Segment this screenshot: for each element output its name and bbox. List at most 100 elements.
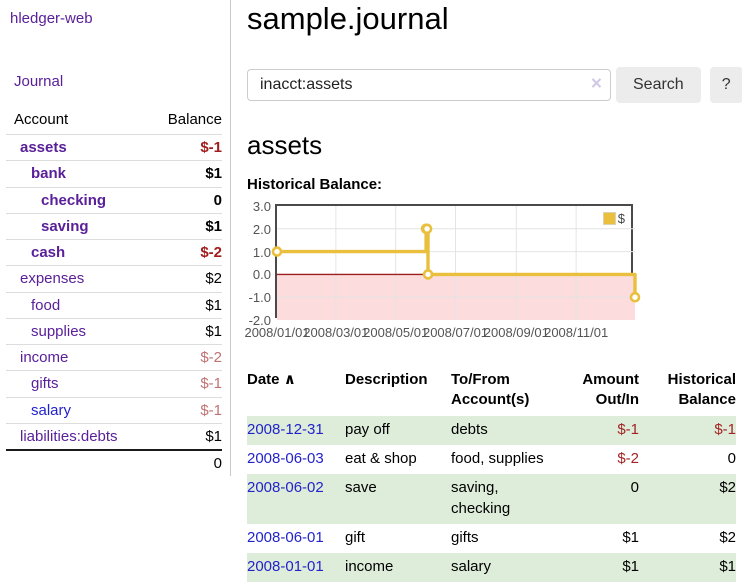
y-axis-tick-label: 1.0 xyxy=(252,244,271,260)
sidebar-account-link[interactable]: food xyxy=(31,296,61,314)
transaction-accounts: saving, checking xyxy=(451,478,511,518)
legend-label: $ xyxy=(617,211,625,227)
sidebar-account-link[interactable]: cash xyxy=(31,244,66,261)
y-axis-tick-label: -1.0 xyxy=(248,290,271,306)
accounts-column-header: To/From Account(s) xyxy=(451,371,530,408)
balance-value: $2 xyxy=(205,270,222,288)
x-axis-tick-label: 2008/01/01 xyxy=(244,325,310,341)
account-balance: $1 xyxy=(151,423,222,450)
app-title-link[interactable]: hledger-web xyxy=(10,10,93,27)
legend-swatch xyxy=(602,212,616,226)
sidebar-account-link[interactable]: salary xyxy=(31,401,72,419)
sidebar-account-row: income $-2 xyxy=(6,344,222,371)
account-cell: bank xyxy=(6,161,151,187)
accounts-total-value: 0 xyxy=(213,455,222,472)
account-cell: assets xyxy=(6,135,151,161)
sidebar-account-row: checking 0 xyxy=(6,187,222,213)
balance-value: $-2 xyxy=(200,349,222,366)
register-table-body: 2008-12-31 pay off debts $-1 $-1 2008-06-03 ea… xyxy=(247,416,736,582)
transaction-date-cell: 2008-12-31 xyxy=(247,416,337,445)
transaction-date-link[interactable]: 2008-06-02 xyxy=(247,478,324,496)
balance-value: $1 xyxy=(205,296,222,314)
transaction-description: save xyxy=(345,478,377,496)
balance-value: 0 xyxy=(213,191,222,209)
x-axis-tick-label: 2008/09/01 xyxy=(483,325,549,341)
clear-search-icon[interactable]: × xyxy=(590,73,602,95)
balance-value: $1 xyxy=(205,217,222,235)
sidebar-account-row: liabilities:debts $1 xyxy=(6,423,222,450)
sidebar-item-journal[interactable]: Journal xyxy=(14,73,64,90)
account-balance: $-2 xyxy=(151,345,222,371)
transaction-date-link[interactable]: 2008-06-01 xyxy=(247,529,324,547)
sidebar-account-row: bank $1 xyxy=(6,160,222,187)
transaction-description: eat & shop xyxy=(345,449,417,467)
account-column-header: Account xyxy=(14,111,69,128)
total-spacer-cell xyxy=(6,450,151,476)
transaction-date-cell: 2008-06-01 xyxy=(247,524,337,553)
search-input[interactable] xyxy=(247,69,611,102)
y-axis-tick-label: 2.0 xyxy=(252,221,271,237)
help-button[interactable]: ? xyxy=(709,67,742,104)
date-column-header[interactable]: Date ∧ xyxy=(247,371,296,389)
balance-column-header: Balance xyxy=(167,111,222,128)
sidebar-account-link[interactable]: gifts xyxy=(31,375,59,393)
sidebar-account-link[interactable]: supplies xyxy=(31,322,87,340)
balance-value: $-1 xyxy=(200,139,222,156)
historical-balance-chart: $ 3.0 2.0 1.0 0.0 -1.0 -2.0 2008/01/01 2008/03/… xyxy=(244,200,736,344)
sidebar-account-link[interactable]: saving xyxy=(41,217,89,235)
transaction-row: 2008-01-01 income salary $1 $1 xyxy=(247,552,736,582)
account-balance: $2 xyxy=(151,266,222,292)
balance-value: $1 xyxy=(205,165,222,183)
transaction-accounts: gifts xyxy=(451,529,479,547)
transaction-amount: $1 xyxy=(622,529,639,547)
y-axis-tick-label: -2.0 xyxy=(248,313,271,329)
accounts-table-body: assets $-1 bank $1 checking 0 saving $1 cash $-2 e… xyxy=(6,134,222,477)
sidebar-account-link[interactable]: expenses xyxy=(20,270,85,288)
chart-legend: $ xyxy=(600,210,627,228)
transaction-balance: $2 xyxy=(719,529,736,547)
transaction-row: 2008-12-31 pay off debts $-1 $-1 xyxy=(247,416,736,445)
sidebar-account-link[interactable]: income xyxy=(20,349,69,366)
register-table: Date ∧ Description To/From Account(s) Am… xyxy=(247,368,736,582)
account-balance: $-1 xyxy=(151,371,222,397)
account-balance: $-1 xyxy=(151,397,222,423)
transaction-date-link[interactable]: 2008-06-03 xyxy=(247,449,324,467)
sidebar-account-row: expenses $2 xyxy=(6,265,222,292)
sidebar-account-link[interactable]: bank xyxy=(31,165,67,183)
search-box: × xyxy=(247,69,611,102)
account-balance: $1 xyxy=(151,318,222,344)
account-cell: income xyxy=(6,345,151,371)
transaction-date-link[interactable]: 2008-01-01 xyxy=(247,557,324,575)
transaction-date-link[interactable]: 2008-12-31 xyxy=(247,421,324,439)
transaction-date-cell: 2008-06-02 xyxy=(247,474,337,525)
transaction-accounts: food, supplies xyxy=(451,449,544,467)
x-axis-tick-label: 2008/03/01 xyxy=(303,325,369,341)
balance-column-header-main: Historical Balance xyxy=(667,371,736,408)
account-heading: assets xyxy=(247,130,323,161)
register-header-row: Date ∧ Description To/From Account(s) Am… xyxy=(247,368,736,416)
transaction-balance: $1 xyxy=(719,557,736,575)
balance-value: $-1 xyxy=(200,375,222,393)
page-title: sample.journal xyxy=(247,1,449,36)
account-cell: food xyxy=(6,292,151,318)
account-balance: $1 xyxy=(151,161,222,187)
sort-ascending-icon: ∧ xyxy=(283,371,296,389)
account-cell: gifts xyxy=(6,371,151,397)
transaction-amount: $1 xyxy=(622,557,639,575)
sidebar-account-row: salary $-1 xyxy=(6,397,222,423)
account-cell: liabilities:debts xyxy=(6,423,151,450)
transaction-date-cell: 2008-01-01 xyxy=(247,553,337,582)
sidebar-account-link[interactable]: liabilities:debts xyxy=(20,427,118,445)
sidebar-account-link[interactable]: checking xyxy=(41,191,107,209)
sidebar-account-row: supplies $1 xyxy=(6,318,222,344)
search-button[interactable]: Search xyxy=(616,67,701,104)
account-cell: expenses xyxy=(6,266,151,292)
transaction-description: pay off xyxy=(345,421,390,439)
transaction-date-cell: 2008-06-03 xyxy=(247,445,337,474)
account-balance: $1 xyxy=(151,213,222,239)
balance-value: $-1 xyxy=(200,401,222,419)
sidebar-account-link[interactable]: assets xyxy=(20,139,67,156)
transaction-accounts: debts xyxy=(451,421,488,439)
account-cell: cash xyxy=(6,240,151,266)
